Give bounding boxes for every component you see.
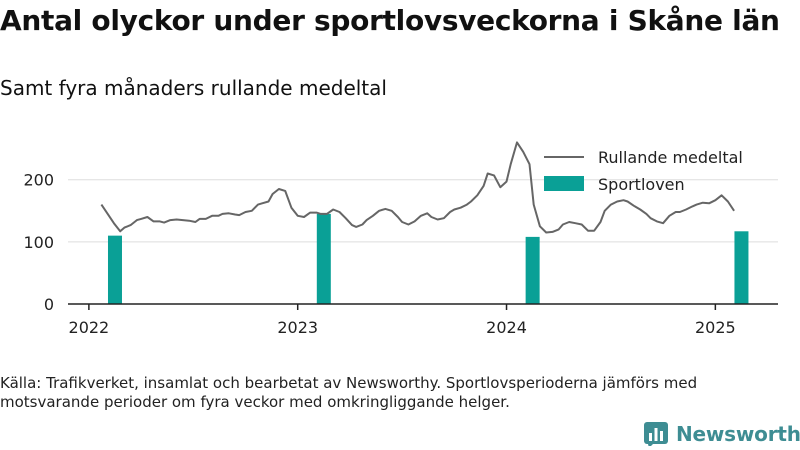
x-tick-label: 2022	[69, 318, 110, 337]
grid	[68, 179, 778, 243]
bar-chart-logo-icon	[644, 422, 668, 446]
chart-subtitle: Samt fyra månaders rullande medeltal	[0, 76, 387, 100]
legend-label: Sportloven	[598, 175, 685, 194]
brand-name: Newsworthy	[676, 422, 800, 446]
y-axis: 0 100 200	[23, 171, 54, 314]
legend-swatch-bar	[544, 176, 584, 191]
bar-sportloven	[316, 213, 331, 304]
x-tick-label: 2025	[695, 318, 736, 337]
x-axis: 2022 2023 2024 2025	[68, 303, 778, 337]
bar-sportloven	[734, 231, 749, 304]
bar-sportloven	[107, 235, 122, 304]
x-tick-label: 2023	[277, 318, 318, 337]
y-tick-label: 0	[44, 295, 54, 314]
chart-title: Antal olyckor under sportlovsveckorna i …	[0, 4, 780, 37]
line-series	[100, 141, 735, 234]
bar-sportloven	[525, 236, 540, 304]
source-note: Källa: Trafikverket, insamlat och bearbe…	[0, 374, 698, 411]
legend-label: Rullande medeltal	[598, 148, 743, 167]
legend: Rullande medeltal Sportloven	[544, 148, 743, 194]
bar-series	[107, 213, 749, 304]
line-rullande-medeltal	[100, 141, 735, 234]
x-tick-label: 2024	[486, 318, 527, 337]
y-tick-label: 200	[23, 171, 54, 190]
brand-logo[interactable]: Newsworthy	[644, 420, 800, 448]
y-tick-label: 100	[23, 233, 54, 252]
